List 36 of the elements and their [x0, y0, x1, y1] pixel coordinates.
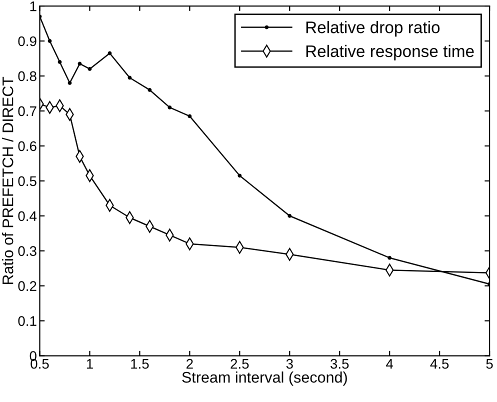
point	[168, 106, 172, 110]
legend-label: Relative response time	[306, 44, 474, 60]
x-tick-label: 3	[286, 358, 293, 369]
point	[48, 39, 52, 43]
point	[188, 114, 192, 118]
y-tick-label: 1	[30, 2, 36, 12]
point	[58, 60, 62, 64]
point	[108, 51, 112, 56]
x-tick-label: 5	[486, 359, 493, 369]
x-tick-label: 4.5	[430, 359, 449, 369]
y-tick-label: 0.7	[18, 106, 36, 116]
y-axis-title: Ratio of PREFETCH / DIRECT	[2, 76, 14, 284]
x-tick-label: 1	[86, 359, 93, 369]
x-tick-label: 4	[386, 359, 394, 369]
y-tick-label: 0.9	[18, 36, 36, 46]
point	[68, 81, 72, 85]
y-tick-label: 0.4	[18, 211, 37, 222]
point	[88, 67, 92, 71]
x-tick-label: 2.5	[230, 358, 249, 369]
point	[288, 214, 292, 218]
y-tick-label: 0.3	[18, 246, 36, 256]
legend-label: Relative drop ratio	[306, 21, 440, 37]
point	[128, 76, 132, 80]
y-tick-label: 0.1	[18, 316, 36, 326]
x-tick-label: 2	[186, 358, 193, 369]
point	[388, 256, 392, 260]
x-tick-label: 3.5	[330, 358, 349, 369]
point	[148, 88, 152, 92]
x-tick-label: 1.5	[131, 359, 149, 369]
x-axis-title: Stream interval (second)	[182, 371, 347, 386]
y-tick-label: 0.2	[18, 281, 36, 291]
point	[238, 174, 242, 178]
y-tick-label: 0.6	[18, 141, 36, 152]
y-tick-label: 0.5	[18, 176, 36, 186]
y-tick-label: 0.8	[18, 71, 36, 82]
point	[78, 62, 82, 66]
